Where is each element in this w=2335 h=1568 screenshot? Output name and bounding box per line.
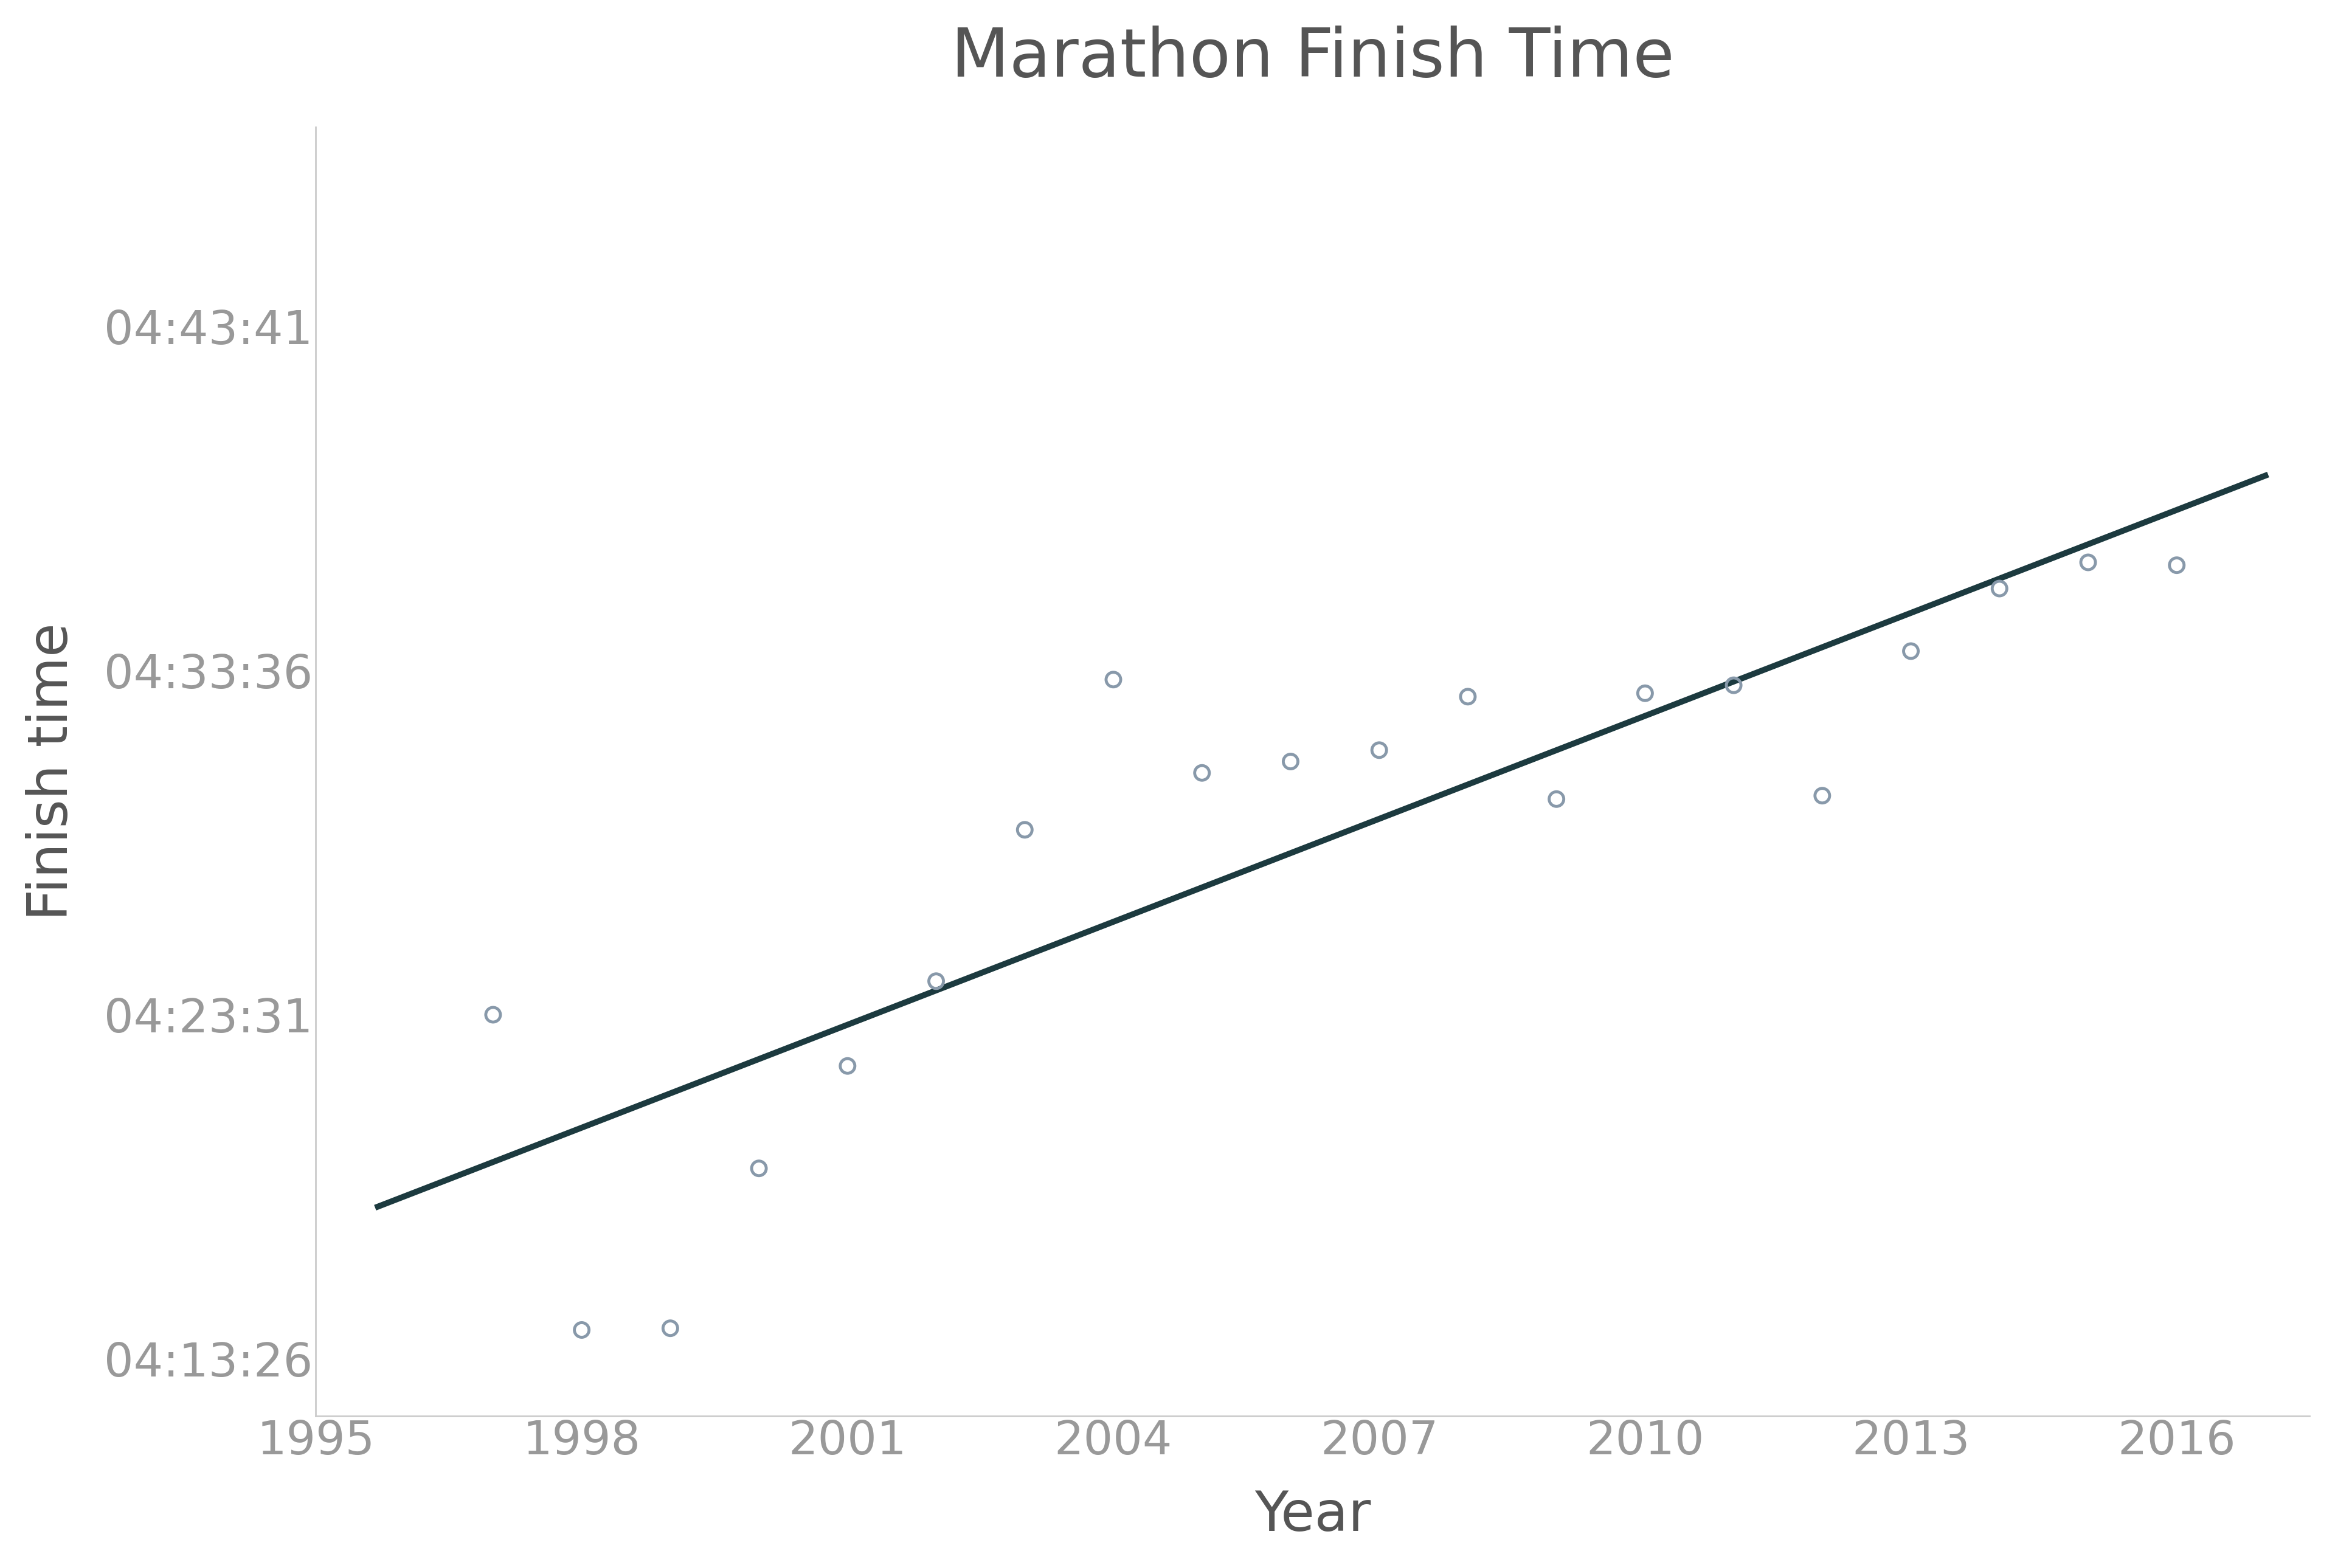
Point: [1891, 638, 1929, 663]
Point: [829, 1054, 866, 1079]
Point: [1273, 750, 1310, 775]
X-axis label: Year: Year: [1254, 1490, 1371, 1543]
Point: [2069, 550, 2106, 575]
Y-axis label: Finish time: Finish time: [26, 622, 79, 920]
Title: Marathon Finish Time: Marathon Finish Time: [950, 25, 1674, 91]
Point: [1361, 737, 1399, 762]
Point: [1450, 684, 1487, 709]
Point: [563, 1317, 600, 1342]
Point: [740, 1156, 778, 1181]
Point: [1803, 782, 1840, 808]
Point: [2158, 552, 2195, 577]
Point: [1539, 787, 1576, 812]
Point: [474, 1002, 511, 1027]
Point: [1980, 575, 2017, 601]
Point: [1095, 666, 1132, 691]
Point: [918, 969, 955, 994]
Point: [1714, 673, 1751, 698]
Point: [1627, 681, 1665, 706]
Point: [1006, 817, 1044, 842]
Point: [651, 1316, 689, 1341]
Point: [1184, 760, 1221, 786]
